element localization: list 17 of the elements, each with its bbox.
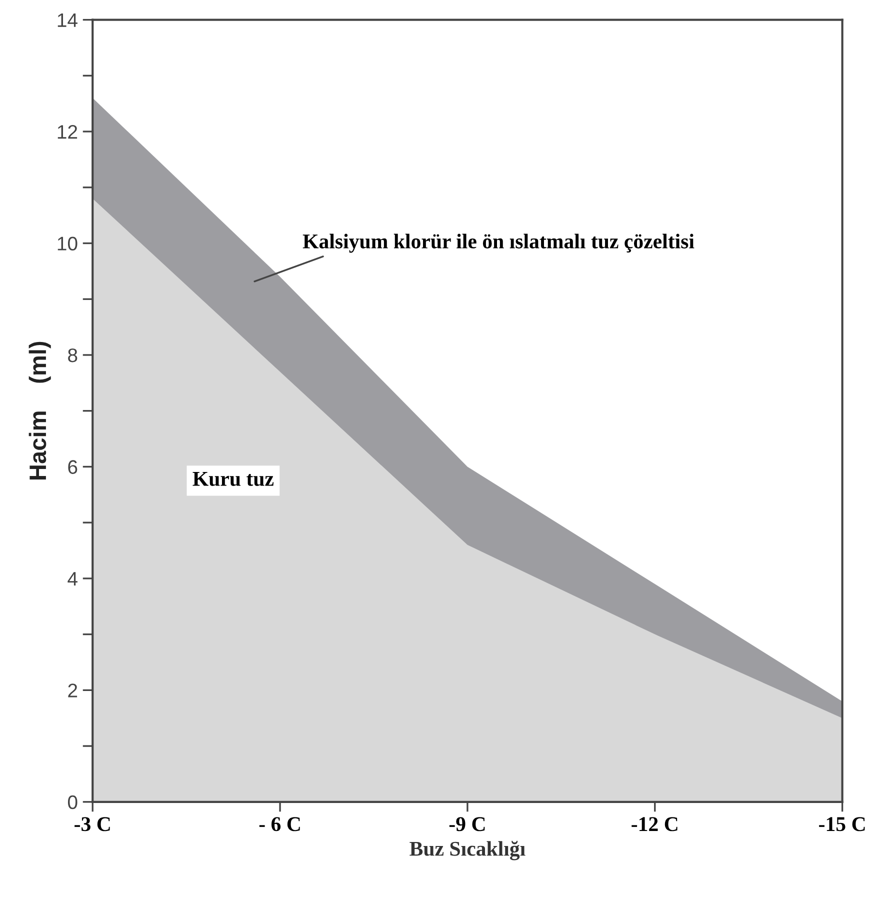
y-tick-label: 6 xyxy=(68,460,78,474)
series-label: Kuru tuz xyxy=(192,472,274,486)
x-tick-label: -12 C xyxy=(632,817,678,832)
y-tick-label: 14 xyxy=(58,13,78,27)
y-tick-label: 4 xyxy=(68,572,78,586)
x-tick-label: -9 C xyxy=(449,817,485,832)
x-axis-title: Buz Sıcaklığı xyxy=(410,840,526,860)
y-tick-label: 2 xyxy=(68,684,78,698)
x-tick-label: -3 C xyxy=(74,817,110,832)
y-tick-label: 8 xyxy=(68,348,78,362)
y-tick-label: 12 xyxy=(58,124,78,139)
y-tick-label: 0 xyxy=(68,795,78,810)
x-tick-label: - 6 C xyxy=(259,817,300,832)
series-label: Kalsiyum klorür ile ön ıslatmalı tuz çözeltisi xyxy=(302,234,694,253)
y-axis-title: Hacim (ml) xyxy=(28,342,51,480)
x-tick-label: -15 C xyxy=(819,817,865,832)
y-tick-label: 10 xyxy=(58,236,78,250)
